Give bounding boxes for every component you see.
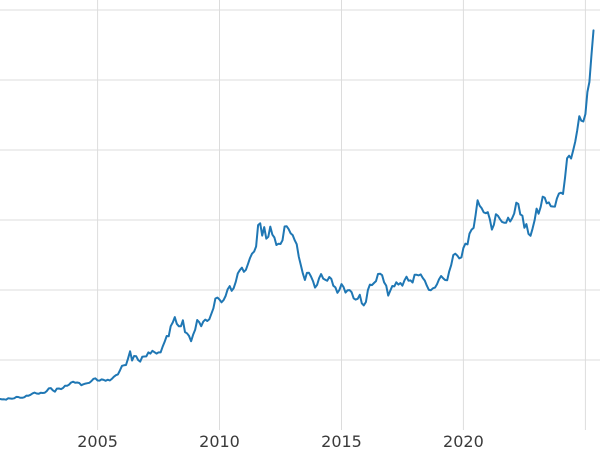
x-tick-label: 2015 <box>321 432 362 450</box>
x-tick-label: 2020 <box>443 432 484 450</box>
x-tick-label: 2005 <box>77 432 118 450</box>
price-line <box>0 29 595 401</box>
x-tick-label: 2010 <box>199 432 240 450</box>
